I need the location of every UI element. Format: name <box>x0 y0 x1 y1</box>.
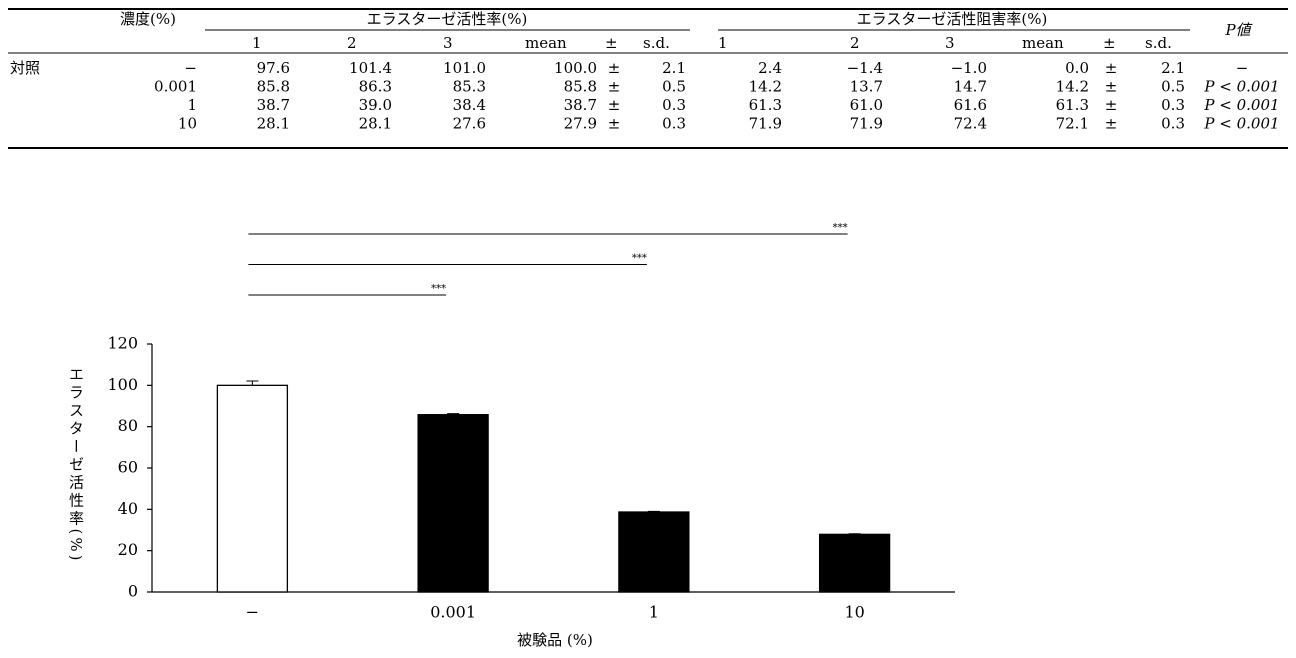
p-value: P < 0.001 <box>1203 78 1279 96</box>
bar <box>818 533 891 593</box>
plus-minus: ± <box>1105 78 1118 96</box>
sub-header: 1 <box>718 34 728 52</box>
error-bar <box>647 510 660 513</box>
sub-header: 3 <box>443 34 453 52</box>
cell: 27.9 <box>564 115 597 133</box>
cell: 85.8 <box>564 78 597 96</box>
cell: −1.4 <box>847 59 883 77</box>
sub-header: 2 <box>347 34 357 52</box>
y-tick-label: 80 <box>118 416 138 435</box>
y-tick-label: 40 <box>118 499 138 518</box>
sub-header: ± <box>1103 34 1116 52</box>
cell: 61.0 <box>850 96 883 114</box>
cell: 14.2 <box>749 78 782 96</box>
cell: 14.2 <box>1056 78 1089 96</box>
y-tick-label: 120 <box>107 334 138 353</box>
cell: 28.1 <box>257 115 290 133</box>
cell: 13.7 <box>850 78 883 96</box>
cell: 27.6 <box>453 115 486 133</box>
plus-minus: ± <box>1105 96 1118 114</box>
plus-minus: ± <box>1105 115 1118 133</box>
significance-label: *** <box>431 284 446 295</box>
cell: 85.8 <box>257 78 290 96</box>
concentration: 10 <box>178 115 197 133</box>
cell: 28.1 <box>359 115 392 133</box>
bar <box>417 414 489 593</box>
y-tick-label: 60 <box>118 458 138 477</box>
cell: 0.0 <box>1065 59 1089 77</box>
group-header: エラスターゼ活性阻害率(%) <box>857 10 1048 28</box>
cell: 14.7 <box>954 78 987 96</box>
y-tick-label: 0 <box>128 582 138 601</box>
cell: 38.7 <box>564 96 597 114</box>
cell: 38.4 <box>453 96 486 114</box>
plus-minus: ± <box>608 115 621 133</box>
y-tick-label: 20 <box>118 540 138 559</box>
significance-label: *** <box>833 223 848 234</box>
group-header: エラスターゼ活性率(%) <box>367 10 528 28</box>
sub-header: ± <box>605 34 618 52</box>
concentration: − <box>184 59 197 77</box>
p-value: P < 0.001 <box>1203 115 1279 133</box>
cell: 100.0 <box>554 59 597 77</box>
concentration: 1 <box>187 96 197 114</box>
error-bar <box>447 413 460 415</box>
cell: 97.6 <box>257 59 290 77</box>
cell: 0.3 <box>662 115 686 133</box>
p-header: P値 <box>1224 21 1253 39</box>
cell: 85.3 <box>453 78 486 96</box>
plus-minus: ± <box>1105 59 1118 77</box>
cell: 2.4 <box>758 59 782 77</box>
cell: 71.9 <box>850 115 883 133</box>
y-tick-label: 100 <box>107 375 138 394</box>
row-group: 対照 <box>10 59 40 77</box>
cell: 0.3 <box>1161 96 1185 114</box>
sub-header: s.d. <box>643 34 670 52</box>
cell: 61.3 <box>1056 96 1089 114</box>
bar <box>618 511 690 593</box>
plus-minus: ± <box>608 78 621 96</box>
x-tick-label: 0.001 <box>430 603 476 622</box>
cell: 0.5 <box>1161 78 1185 96</box>
cell: 86.3 <box>359 78 392 96</box>
x-tick-label: − <box>246 603 259 622</box>
sub-header: mean <box>525 34 567 52</box>
x-tick-label: 10 <box>844 603 864 622</box>
plus-minus: ± <box>608 59 621 77</box>
sub-header: 3 <box>945 34 955 52</box>
cell: −1.0 <box>951 59 987 77</box>
error-bar <box>246 380 259 386</box>
y-axis-label: エラスターゼ活性率(%) <box>67 367 85 564</box>
cell: 72.4 <box>954 115 987 133</box>
conc-header: 濃度(%) <box>120 10 176 28</box>
cell: 38.7 <box>257 96 290 114</box>
cell: 2.1 <box>1161 59 1185 77</box>
plus-minus: ± <box>608 96 621 114</box>
bar <box>216 384 289 593</box>
concentration: 0.001 <box>154 78 197 96</box>
significance-label: *** <box>632 253 647 264</box>
p-value: − <box>1236 59 1249 77</box>
error-bar <box>848 533 861 535</box>
cell: 2.1 <box>662 59 686 77</box>
cell: 71.9 <box>749 115 782 133</box>
x-axis-label: 被験品 (%) <box>517 631 593 649</box>
cell: 61.3 <box>749 96 782 114</box>
cell: 0.3 <box>662 96 686 114</box>
cell: 0.3 <box>1161 115 1185 133</box>
cell: 61.6 <box>954 96 987 114</box>
p-value: P < 0.001 <box>1203 96 1279 114</box>
cell: 101.4 <box>349 59 392 77</box>
sub-header: 2 <box>850 34 860 52</box>
cell: 101.0 <box>443 59 486 77</box>
sub-header: 1 <box>252 34 262 52</box>
sub-header: s.d. <box>1145 34 1172 52</box>
cell: 39.0 <box>359 96 392 114</box>
cell: 72.1 <box>1056 115 1089 133</box>
x-tick-label: 1 <box>649 603 659 622</box>
sub-header: mean <box>1022 34 1064 52</box>
cell: 0.5 <box>662 78 686 96</box>
